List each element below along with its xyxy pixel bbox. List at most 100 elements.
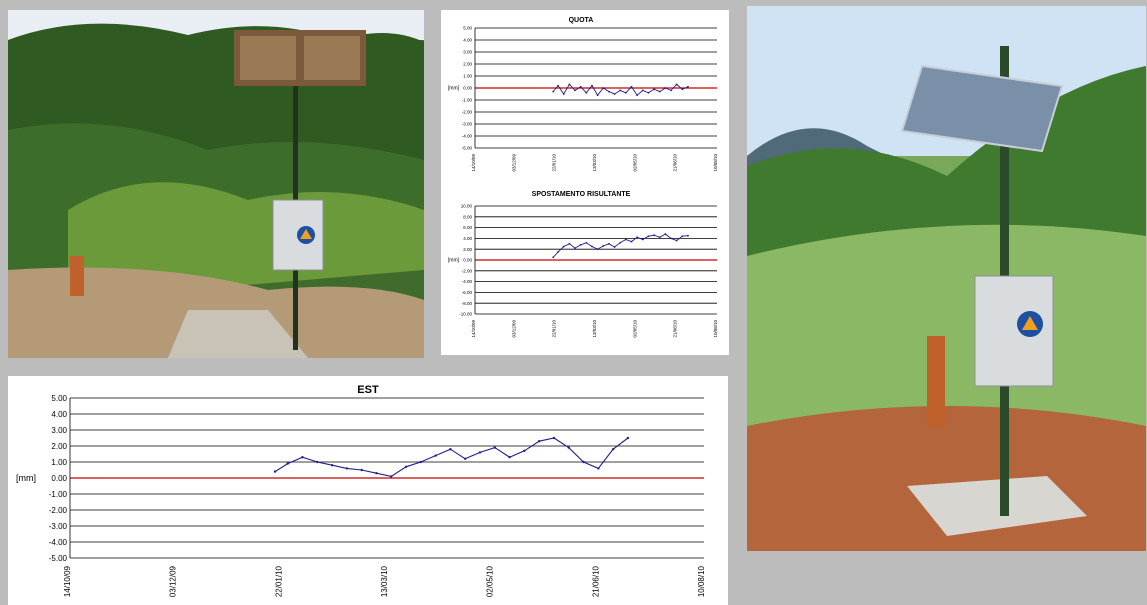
data-point xyxy=(557,251,559,253)
data-point xyxy=(596,94,599,97)
data-point xyxy=(286,462,289,465)
data-point xyxy=(653,88,655,91)
y-tick-label: -5.00 xyxy=(462,146,473,151)
data-point xyxy=(596,248,599,251)
data-point xyxy=(675,239,678,242)
data-point xyxy=(670,237,672,240)
y-tick-label: -2.00 xyxy=(49,506,68,515)
x-tick-label: 02/05/10 xyxy=(632,320,637,338)
data-point xyxy=(579,243,582,246)
data-point xyxy=(330,464,334,467)
data-point xyxy=(658,236,661,239)
y-tick-label: 1.00 xyxy=(51,458,67,467)
data-point xyxy=(449,448,452,451)
y-tick-label: 0.00 xyxy=(463,258,472,263)
y-tick-label: 1.00 xyxy=(463,74,472,79)
x-tick-label: 22/01/10 xyxy=(552,320,557,338)
data-point xyxy=(574,89,576,92)
data-point xyxy=(568,83,571,86)
data-point xyxy=(552,90,555,93)
chart-title: SPOSTAMENTO RISULTANTE xyxy=(532,191,631,198)
data-point xyxy=(608,242,610,245)
survey-marker xyxy=(927,336,945,426)
y-tick-label: -10.00 xyxy=(459,312,472,317)
x-tick-label: 03/12/09 xyxy=(169,565,178,597)
data-point xyxy=(273,470,277,473)
data-point xyxy=(619,89,622,92)
data-point xyxy=(390,475,393,478)
station-pole xyxy=(293,30,298,350)
data-point xyxy=(493,446,496,449)
x-tick-label: 13/03/10 xyxy=(592,154,597,172)
y-tick-label: -8.00 xyxy=(462,301,473,306)
data-point xyxy=(611,448,615,451)
y-tick-label: -3.00 xyxy=(49,522,68,531)
y-axis-label: [mm] xyxy=(448,86,460,92)
data-point xyxy=(360,468,363,472)
y-tick-label: 0.00 xyxy=(51,474,67,483)
data-point xyxy=(597,467,600,470)
data-point xyxy=(478,451,482,454)
y-tick-label: 5.00 xyxy=(51,394,67,403)
y-tick-label: 4.00 xyxy=(463,38,472,43)
y-axis-label: [mm] xyxy=(16,473,36,483)
chart-panel-top: QUOTA 5.00 4.00 3.00 2.00 1.00 0.00 -1.00 -2.00 -… xyxy=(441,10,729,355)
y-tick-label: 3.00 xyxy=(51,426,67,435)
y-tick-label: -2.00 xyxy=(462,268,473,273)
data-point xyxy=(591,245,593,248)
data-point xyxy=(523,449,526,452)
data-point xyxy=(345,467,349,470)
x-tick-label: 03/12/09 xyxy=(511,154,516,172)
solar-panel xyxy=(900,64,1064,153)
data-point xyxy=(608,90,610,93)
data-point xyxy=(585,91,588,94)
x-tick-label: 13/03/10 xyxy=(592,320,597,338)
y-tick-label: 4.00 xyxy=(463,236,472,241)
data-point xyxy=(404,465,408,468)
y-tick-label: 2.00 xyxy=(463,62,472,67)
y-axis-label: [mm] xyxy=(448,258,460,264)
control-box xyxy=(974,275,1054,387)
x-tick-label: 21/06/10 xyxy=(591,565,600,597)
chart-title: EST xyxy=(357,384,379,396)
data-point xyxy=(562,245,565,248)
data-point xyxy=(626,436,630,440)
x-tick-label: 10/08/10 xyxy=(713,154,718,172)
data-point xyxy=(567,446,570,449)
x-tick-label: 02/05/10 xyxy=(632,154,637,172)
y-tick-label: -1.00 xyxy=(49,490,68,499)
y-tick-label: 4.00 xyxy=(51,410,67,419)
data-point xyxy=(647,91,650,94)
data-point xyxy=(591,84,593,87)
data-point xyxy=(557,84,559,87)
station-photo-right xyxy=(747,6,1146,551)
x-tick-label: 21/06/10 xyxy=(673,320,678,338)
x-tick-label: 03/12/09 xyxy=(511,320,516,338)
data-point xyxy=(664,233,667,235)
data-point xyxy=(574,247,576,250)
chart-spostamento-risultante: SPOSTAMENTO RISULTANTE 10.00 8.00 6.00 4.00 2… xyxy=(448,191,718,338)
x-tick-label: 14/10/09 xyxy=(471,154,476,172)
y-tick-label: -6.00 xyxy=(462,290,473,295)
y-tick-label: -4.00 xyxy=(462,279,473,284)
data-point xyxy=(636,236,639,239)
y-tick-label: -1.00 xyxy=(462,98,473,103)
y-tick-label: -2.00 xyxy=(462,110,473,115)
x-tick-label: 14/10/09 xyxy=(63,565,72,597)
x-tick-label: 02/05/10 xyxy=(486,565,495,597)
chart-title: QUOTA xyxy=(569,17,594,24)
data-point xyxy=(641,89,644,92)
x-tick-label: 22/01/10 xyxy=(274,565,283,597)
data-point xyxy=(375,472,378,475)
data-point xyxy=(579,85,582,88)
series-line xyxy=(274,437,629,477)
data-point xyxy=(613,93,616,95)
data-point xyxy=(316,460,319,464)
data-point xyxy=(664,87,667,89)
data-point xyxy=(647,235,650,238)
y-tick-label: 2.00 xyxy=(463,247,472,252)
series-line xyxy=(552,233,689,258)
data-point xyxy=(636,94,639,97)
chart-est: EST 5.00 4.00 3.00 2.00 1.00 0.00 -1.00 -2.00 -3.… xyxy=(16,384,706,597)
y-tick-label: 0.00 xyxy=(463,86,472,91)
